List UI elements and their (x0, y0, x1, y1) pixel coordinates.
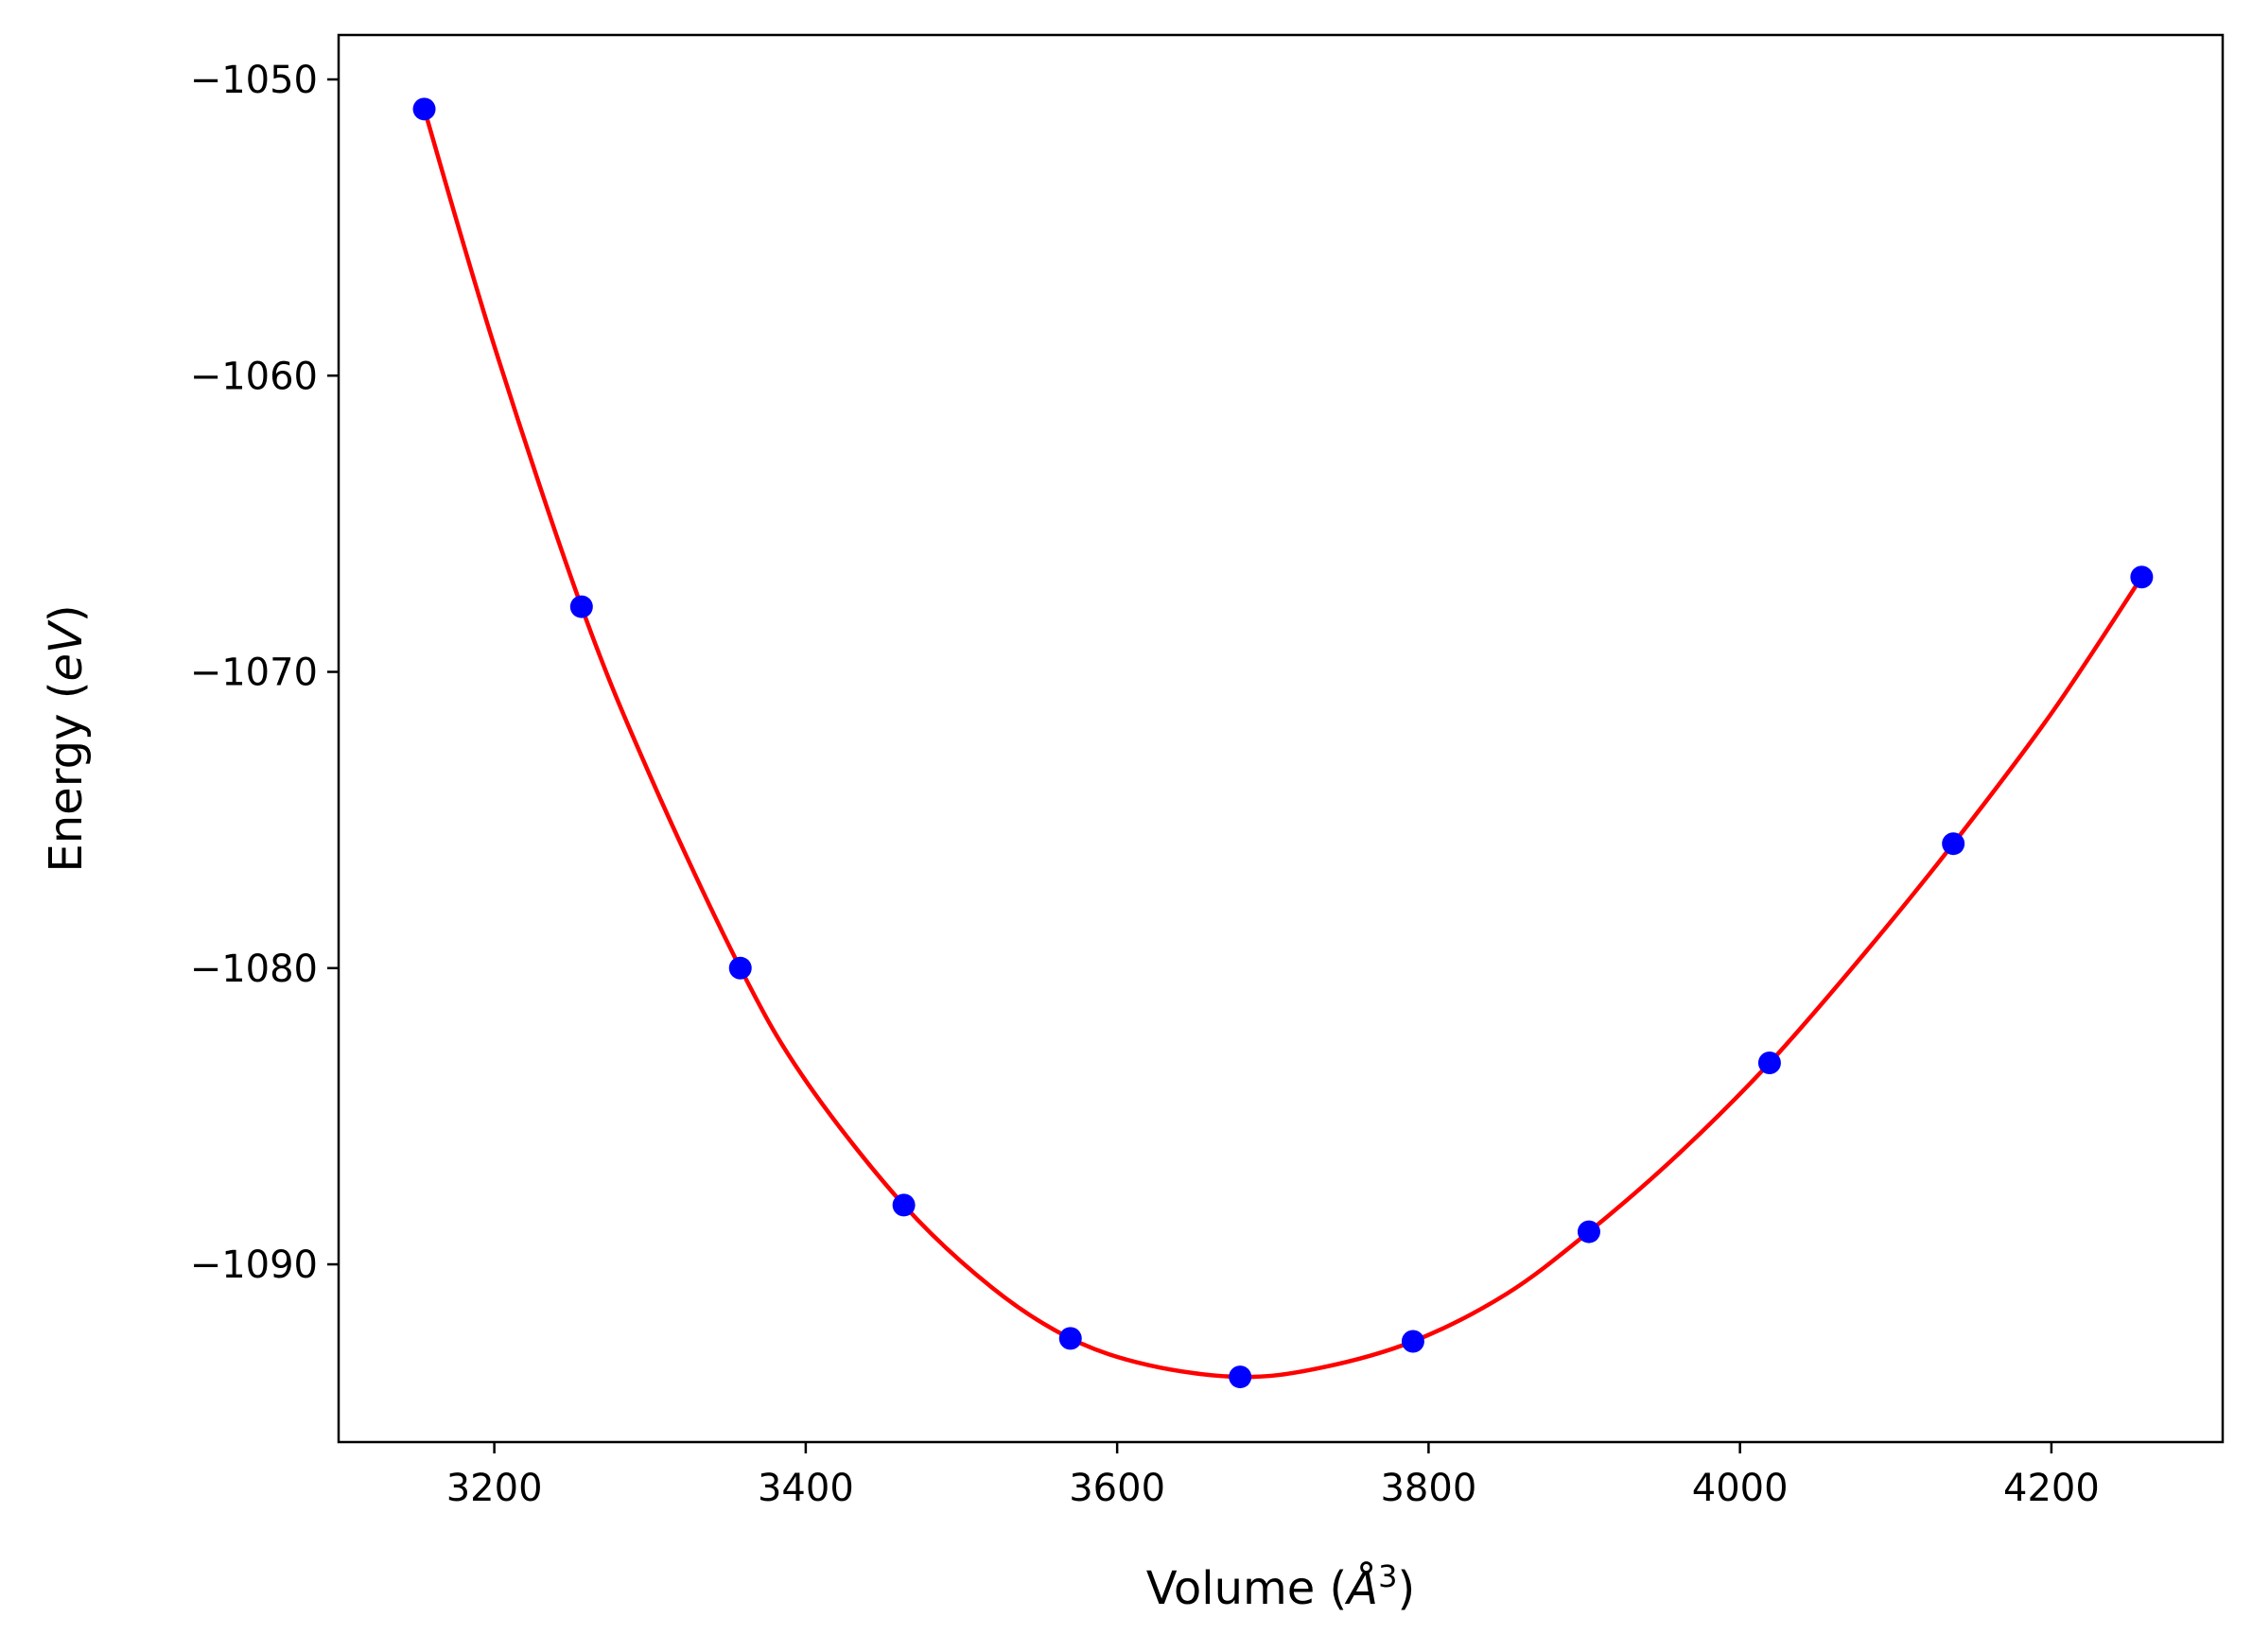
y-tick-label: −1090 (190, 1243, 318, 1287)
data-point (2130, 565, 2154, 589)
x-tick-label: 4200 (2003, 1467, 2100, 1510)
y-axis-title-prefix: Energy ( (40, 682, 93, 873)
x-tick-label: 3200 (446, 1467, 543, 1510)
x-tick-label: 3800 (1380, 1467, 1476, 1510)
x-tick-label: 4000 (1692, 1467, 1789, 1510)
data-points-layer (412, 97, 2154, 1389)
x-axis-title-suffix: ) (1397, 1562, 1415, 1615)
data-point (1942, 832, 1965, 856)
y-axis: −1050 −1060 −1070 −1080 −1090 (190, 59, 339, 1287)
y-tick-label: −1050 (190, 59, 318, 102)
x-tick-label: 3600 (1069, 1467, 1165, 1510)
plot-frame (337, 33, 2225, 1444)
data-point (728, 956, 752, 980)
data-point (1757, 1052, 1781, 1075)
data-point (892, 1193, 916, 1217)
data-point (1058, 1327, 1082, 1350)
x-axis-title-prefix: Volume ( (1146, 1562, 1348, 1615)
data-point (1229, 1365, 1252, 1389)
data-point (1401, 1330, 1424, 1353)
fit-curve-line (422, 107, 2144, 1380)
x-axis-title-superscript: 3 (1378, 1558, 1397, 1594)
y-tick-label: −1080 (190, 948, 318, 991)
fit-curve-layer (422, 107, 2144, 1380)
x-tick-label: 3400 (758, 1467, 854, 1510)
data-point (412, 97, 436, 121)
x-axis-title: Volume (Å3) (1146, 1558, 1415, 1615)
x-axis: 3200 3400 3600 3800 4000 4200 (446, 1442, 2100, 1510)
y-tick-label: −1070 (190, 652, 318, 695)
y-axis-title: Energy (eV) (40, 604, 93, 872)
data-point (1577, 1220, 1600, 1243)
data-point (569, 595, 593, 618)
y-tick-label: −1060 (190, 355, 318, 398)
y-axis-title-symbol: eV (40, 619, 93, 682)
x-axis-title-symbol: Å (1344, 1561, 1378, 1615)
y-axis-title-suffix: ) (40, 604, 93, 622)
